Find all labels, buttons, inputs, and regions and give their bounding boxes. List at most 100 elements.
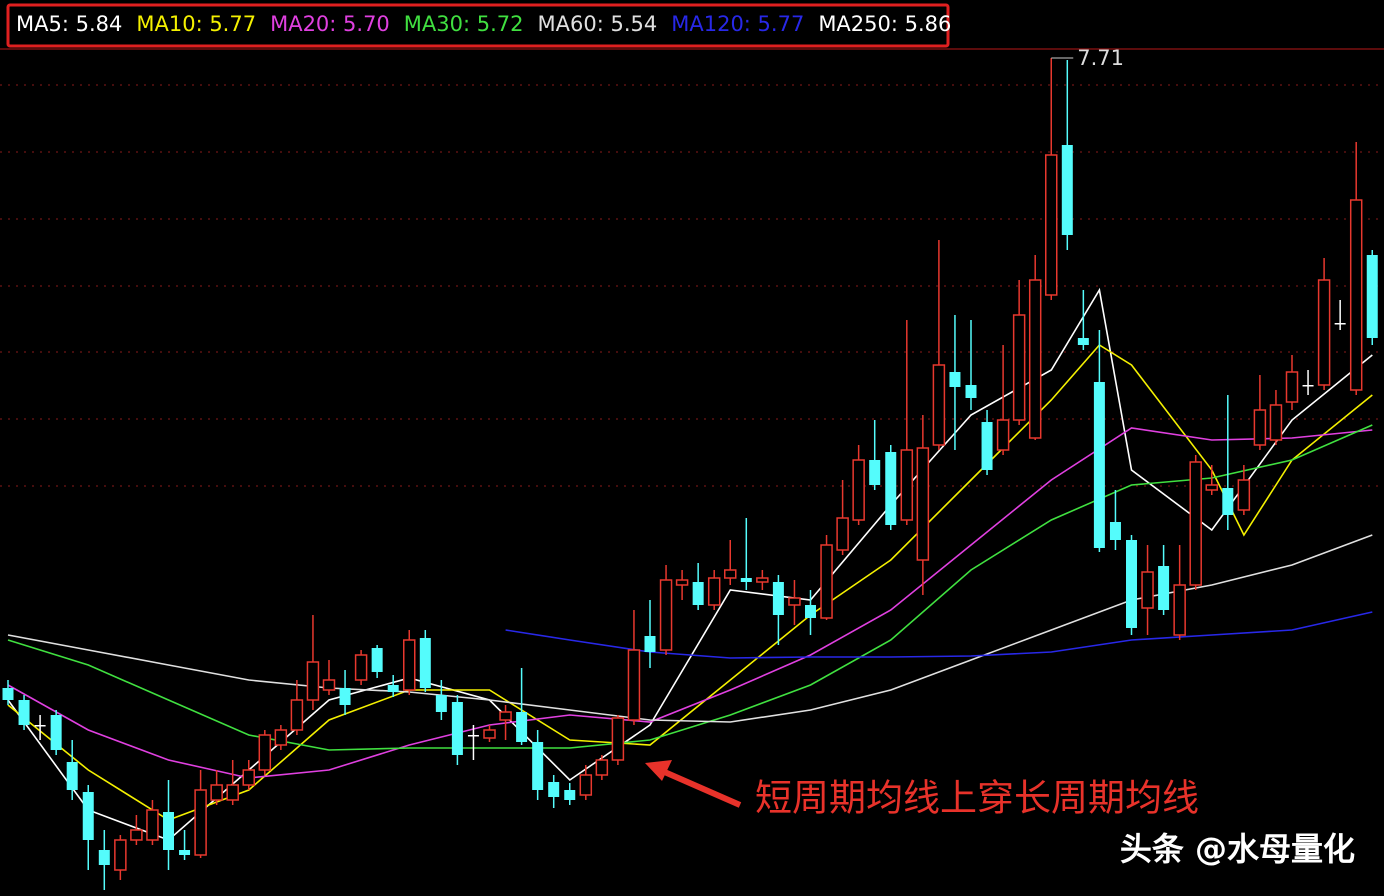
candle-body [34, 725, 46, 727]
candle-body [354, 654, 368, 681]
legend-entry: MA10: 5.77 [136, 12, 256, 36]
candle-body [1317, 279, 1331, 386]
candle-body [1253, 409, 1267, 446]
candle-body [435, 695, 447, 712]
candle-body [50, 715, 62, 750]
candle-body [387, 685, 399, 692]
candle-body [740, 578, 752, 582]
candle-body [467, 735, 479, 737]
candle-body [66, 762, 78, 790]
candle-body [98, 850, 110, 865]
candle-body [836, 517, 849, 551]
candle-body [1269, 404, 1283, 441]
candle-body [756, 577, 769, 583]
candle-body [1028, 279, 1042, 439]
candle-body [564, 790, 576, 800]
candle-body [1126, 540, 1137, 628]
candle-body [1302, 385, 1314, 387]
candle-body [1077, 338, 1089, 345]
candle-body [996, 419, 1010, 451]
legend-box [6, 3, 950, 48]
candle-body [114, 839, 127, 871]
candle-body [1045, 154, 1058, 296]
candle-body [130, 829, 143, 841]
candle-body [1222, 488, 1234, 515]
candle-body [1173, 584, 1186, 636]
candle-body [1285, 371, 1299, 403]
ma-line [7, 427, 1373, 779]
candle-body [210, 784, 223, 801]
legend-entry: MA20: 5.70 [270, 12, 390, 36]
candle-body [627, 649, 641, 721]
candle-body [1061, 145, 1073, 235]
candle-body [1205, 484, 1218, 491]
candle-body [1334, 323, 1346, 325]
arrow-head [645, 760, 672, 781]
candle-body [242, 769, 255, 786]
candles: 7.71 [2, 46, 1378, 890]
legend-entry: MA250: 5.86 [818, 12, 951, 36]
candle-body [579, 774, 593, 796]
candle-body [146, 809, 159, 841]
candle-body [981, 422, 993, 470]
candle-body [788, 597, 801, 606]
candle-body [820, 544, 833, 619]
candle-body [548, 782, 560, 797]
candle-body [1366, 255, 1378, 338]
candle-body [1109, 522, 1121, 540]
candle-body [611, 717, 625, 761]
candle-body [322, 679, 336, 691]
candle-body [274, 729, 288, 746]
candle-body [339, 688, 351, 705]
annotation: 短周期均线上穿长周期均线 [755, 777, 1199, 820]
candle-body [1189, 461, 1202, 586]
legend: MA5: 5.84 MA10: 5.77 MA20: 5.70 MA30: 5.72 M… [16, 12, 951, 36]
candle-body [290, 699, 304, 731]
candle-body [371, 648, 383, 672]
ma-line [7, 424, 1373, 751]
candle-body [179, 850, 191, 855]
legend-entry: MA30: 5.72 [404, 12, 524, 36]
candle-body [258, 734, 272, 771]
candle-body [675, 579, 689, 586]
legend-entry: MA60: 5.54 [538, 12, 658, 36]
candle-body [724, 569, 737, 579]
legend-entry: MA5: 5.84 [16, 12, 122, 36]
candle-body [18, 700, 30, 725]
candle-body [499, 711, 512, 721]
candle-body [932, 364, 946, 446]
candle-body [451, 702, 463, 755]
candle-body [226, 784, 239, 801]
ma-line [7, 343, 1373, 821]
candle-body [483, 729, 496, 739]
candle-body [885, 452, 897, 525]
candle-body [805, 605, 816, 618]
candle-body [82, 792, 94, 840]
candle-body [949, 372, 961, 387]
candle-body [194, 789, 207, 856]
candle-body [707, 577, 721, 606]
candle-body [772, 582, 784, 615]
candle-body [595, 759, 609, 776]
candle-body [1237, 479, 1251, 511]
candle-body [1158, 566, 1170, 610]
candle-body [2, 688, 14, 700]
candle-body [916, 447, 930, 561]
candle-body [163, 812, 174, 850]
arrow-shaft [658, 767, 742, 808]
candle-body [516, 712, 528, 742]
candle-body [1093, 382, 1105, 548]
candle-body [403, 639, 416, 691]
candle-body [1141, 571, 1154, 609]
candle-body [419, 638, 431, 688]
candle-body [869, 460, 881, 485]
candle-body [900, 449, 914, 521]
watermark: 头条 @水母量化 [1120, 830, 1355, 868]
candle-body [306, 661, 320, 701]
candle-body [1012, 314, 1026, 421]
candle-body [1349, 199, 1363, 391]
candle-body [644, 636, 656, 652]
